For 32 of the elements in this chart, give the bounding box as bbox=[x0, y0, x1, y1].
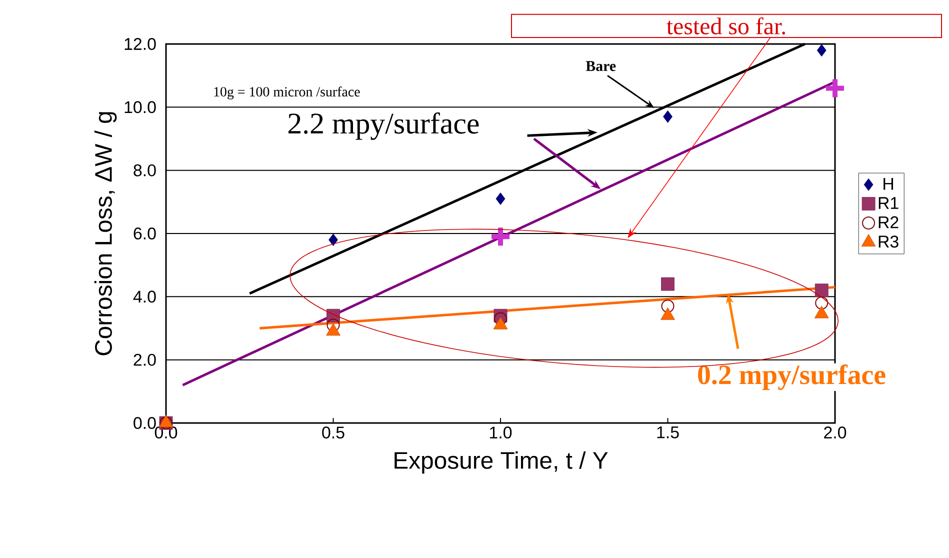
legend-label: R2 bbox=[878, 216, 898, 228]
legend-label: R3 bbox=[878, 236, 898, 248]
legend-label: R1 bbox=[878, 197, 898, 209]
point bbox=[815, 296, 828, 310]
point bbox=[494, 312, 508, 326]
y-tick-label: 10.0 bbox=[124, 101, 156, 114]
point bbox=[326, 318, 340, 332]
point bbox=[496, 192, 506, 205]
y-tick-label: 6.0 bbox=[134, 228, 156, 240]
y-axis-title: Corrosion Loss, ΔW / g bbox=[94, 112, 117, 356]
x-axis-title: Exposure Time, t / Y bbox=[394, 451, 608, 474]
annotation: Bare bbox=[586, 61, 616, 72]
y-tick-label: 12.0 bbox=[124, 38, 156, 50]
x-tick-label: 1.0 bbox=[490, 426, 512, 439]
y-tick-label: 8.0 bbox=[134, 164, 156, 176]
legend-label: H bbox=[884, 178, 894, 190]
y-tick-label: 4.0 bbox=[133, 290, 156, 303]
text: tested so far. bbox=[666, 17, 786, 34]
annotation: 10g = 100 micron /surface bbox=[214, 86, 360, 100]
point bbox=[328, 234, 338, 246]
y-tick-label: 2.0 bbox=[134, 354, 156, 366]
annotation: 2.2 mpy/surface bbox=[288, 112, 479, 140]
point bbox=[663, 110, 672, 123]
x-tick-label: 2.0 bbox=[824, 426, 846, 439]
point bbox=[661, 277, 674, 291]
point bbox=[661, 300, 674, 313]
x-tick-label: 0.5 bbox=[322, 426, 344, 439]
point bbox=[814, 284, 828, 298]
y-tick-label: 0.0 bbox=[134, 417, 156, 429]
annotation: 0.2 mpy/surface bbox=[698, 364, 886, 390]
point bbox=[816, 44, 826, 57]
x-tick-label: 1.5 bbox=[657, 426, 679, 438]
